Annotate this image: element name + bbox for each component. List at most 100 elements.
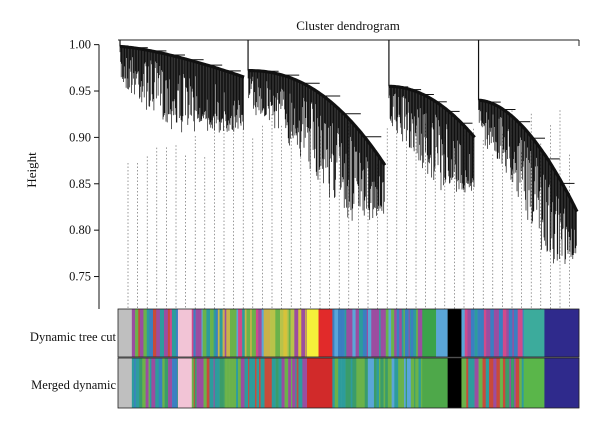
band-stripe: [224, 358, 227, 408]
band-stripe: [461, 358, 465, 408]
band-stripe: [167, 309, 171, 357]
band-block: [422, 358, 448, 408]
band-stripe: [338, 309, 343, 357]
band-stripe: [394, 358, 399, 408]
y-axis-label: Height: [24, 152, 39, 188]
band-stripe: [415, 358, 419, 408]
band-stripe: [275, 309, 278, 357]
band-stripe: [501, 358, 504, 408]
band-stripe: [352, 358, 357, 408]
band-stripe: [271, 358, 276, 408]
band-stripe: [483, 309, 487, 357]
band-stripe: [223, 358, 225, 408]
band-stripe: [358, 309, 364, 357]
band-stripe: [142, 358, 146, 408]
band-stripe: [135, 358, 139, 408]
band-stripe: [286, 309, 289, 357]
band-stripe: [155, 358, 160, 408]
band-stripe: [139, 358, 143, 408]
band-stripe: [270, 309, 274, 357]
band-stripe: [236, 358, 239, 408]
band-stripe: [499, 358, 502, 408]
band-stripe: [418, 358, 422, 408]
band-stripe: [490, 358, 494, 408]
band-stripe: [252, 358, 256, 408]
band-block: [436, 309, 448, 357]
band-stripe: [352, 309, 356, 357]
band-stripe: [350, 358, 353, 408]
band-stripe: [195, 309, 199, 357]
band-stripe: [137, 358, 140, 408]
dynamic-tree-cut-label: Dynamic tree cut: [29, 330, 116, 344]
band-stripe: [135, 309, 139, 357]
band-stripe: [301, 309, 306, 357]
band-stripe: [346, 309, 351, 357]
band-stripe: [284, 358, 289, 408]
band-stripe: [164, 358, 169, 408]
y-axis: 1.00 0.95 0.90 0.85 0.80 0.75: [69, 38, 100, 309]
chart-title: Cluster dendrogram: [296, 18, 400, 33]
band-stripe: [349, 309, 353, 357]
band-stripe: [198, 309, 202, 357]
band-stripe: [477, 309, 481, 357]
band-stripe: [514, 358, 516, 408]
band-stripe: [505, 358, 509, 408]
band-stripe: [206, 309, 211, 357]
band-stripe: [139, 309, 144, 357]
band-stripe: [169, 309, 173, 357]
band-stripe: [280, 309, 284, 357]
y-tick-label: 0.80: [69, 223, 91, 237]
band-stripe: [149, 358, 152, 408]
band-block: [118, 358, 133, 408]
band-stripe: [474, 358, 479, 408]
band-stripe: [480, 309, 485, 357]
band-stripe: [229, 309, 233, 357]
band-stripe: [226, 309, 231, 357]
band-stripe: [409, 309, 412, 357]
band-stripe: [509, 358, 512, 408]
band-stripe: [134, 358, 136, 408]
band-stripe: [232, 309, 237, 357]
band-stripe: [399, 309, 403, 357]
band-border: [117, 308, 580, 358]
band-stripe: [152, 309, 157, 357]
band-block: [307, 358, 333, 408]
band-stripe: [366, 309, 369, 357]
band-stripe: [259, 358, 261, 408]
band-stripe: [236, 309, 239, 357]
band-stripe: [380, 309, 384, 357]
band-stripe: [404, 358, 407, 408]
band-stripe: [306, 309, 308, 357]
band-stripe: [510, 358, 513, 408]
band-stripe: [361, 358, 366, 408]
band-stripe: [276, 309, 281, 357]
band-stripe: [171, 309, 177, 357]
band-stripe: [417, 309, 422, 357]
band-stripe: [420, 309, 423, 357]
band-stripe: [214, 358, 218, 408]
band-stripe: [410, 309, 414, 357]
band-stripe: [383, 358, 386, 408]
band-stripe: [517, 309, 521, 357]
band-stripe: [406, 358, 412, 408]
dendrogram-branches: [119, 40, 579, 264]
band-stripe: [159, 309, 165, 357]
band-block: [118, 309, 133, 357]
band-stripe: [338, 358, 342, 408]
band-stripe: [177, 358, 179, 408]
band-stripe: [281, 358, 285, 408]
band-stripe: [519, 358, 523, 408]
band-stripe: [373, 358, 377, 408]
band-stripe: [266, 358, 270, 408]
band-stripe: [213, 358, 215, 408]
band-stripe: [522, 309, 524, 357]
band-stripe: [215, 309, 219, 357]
band-stripe: [490, 309, 495, 357]
band-block: [422, 309, 437, 357]
band-stripe: [248, 358, 250, 408]
band-stripe: [512, 309, 515, 357]
band-stripe: [396, 309, 400, 357]
band-stripe: [385, 309, 389, 357]
band-stripe: [413, 309, 417, 357]
